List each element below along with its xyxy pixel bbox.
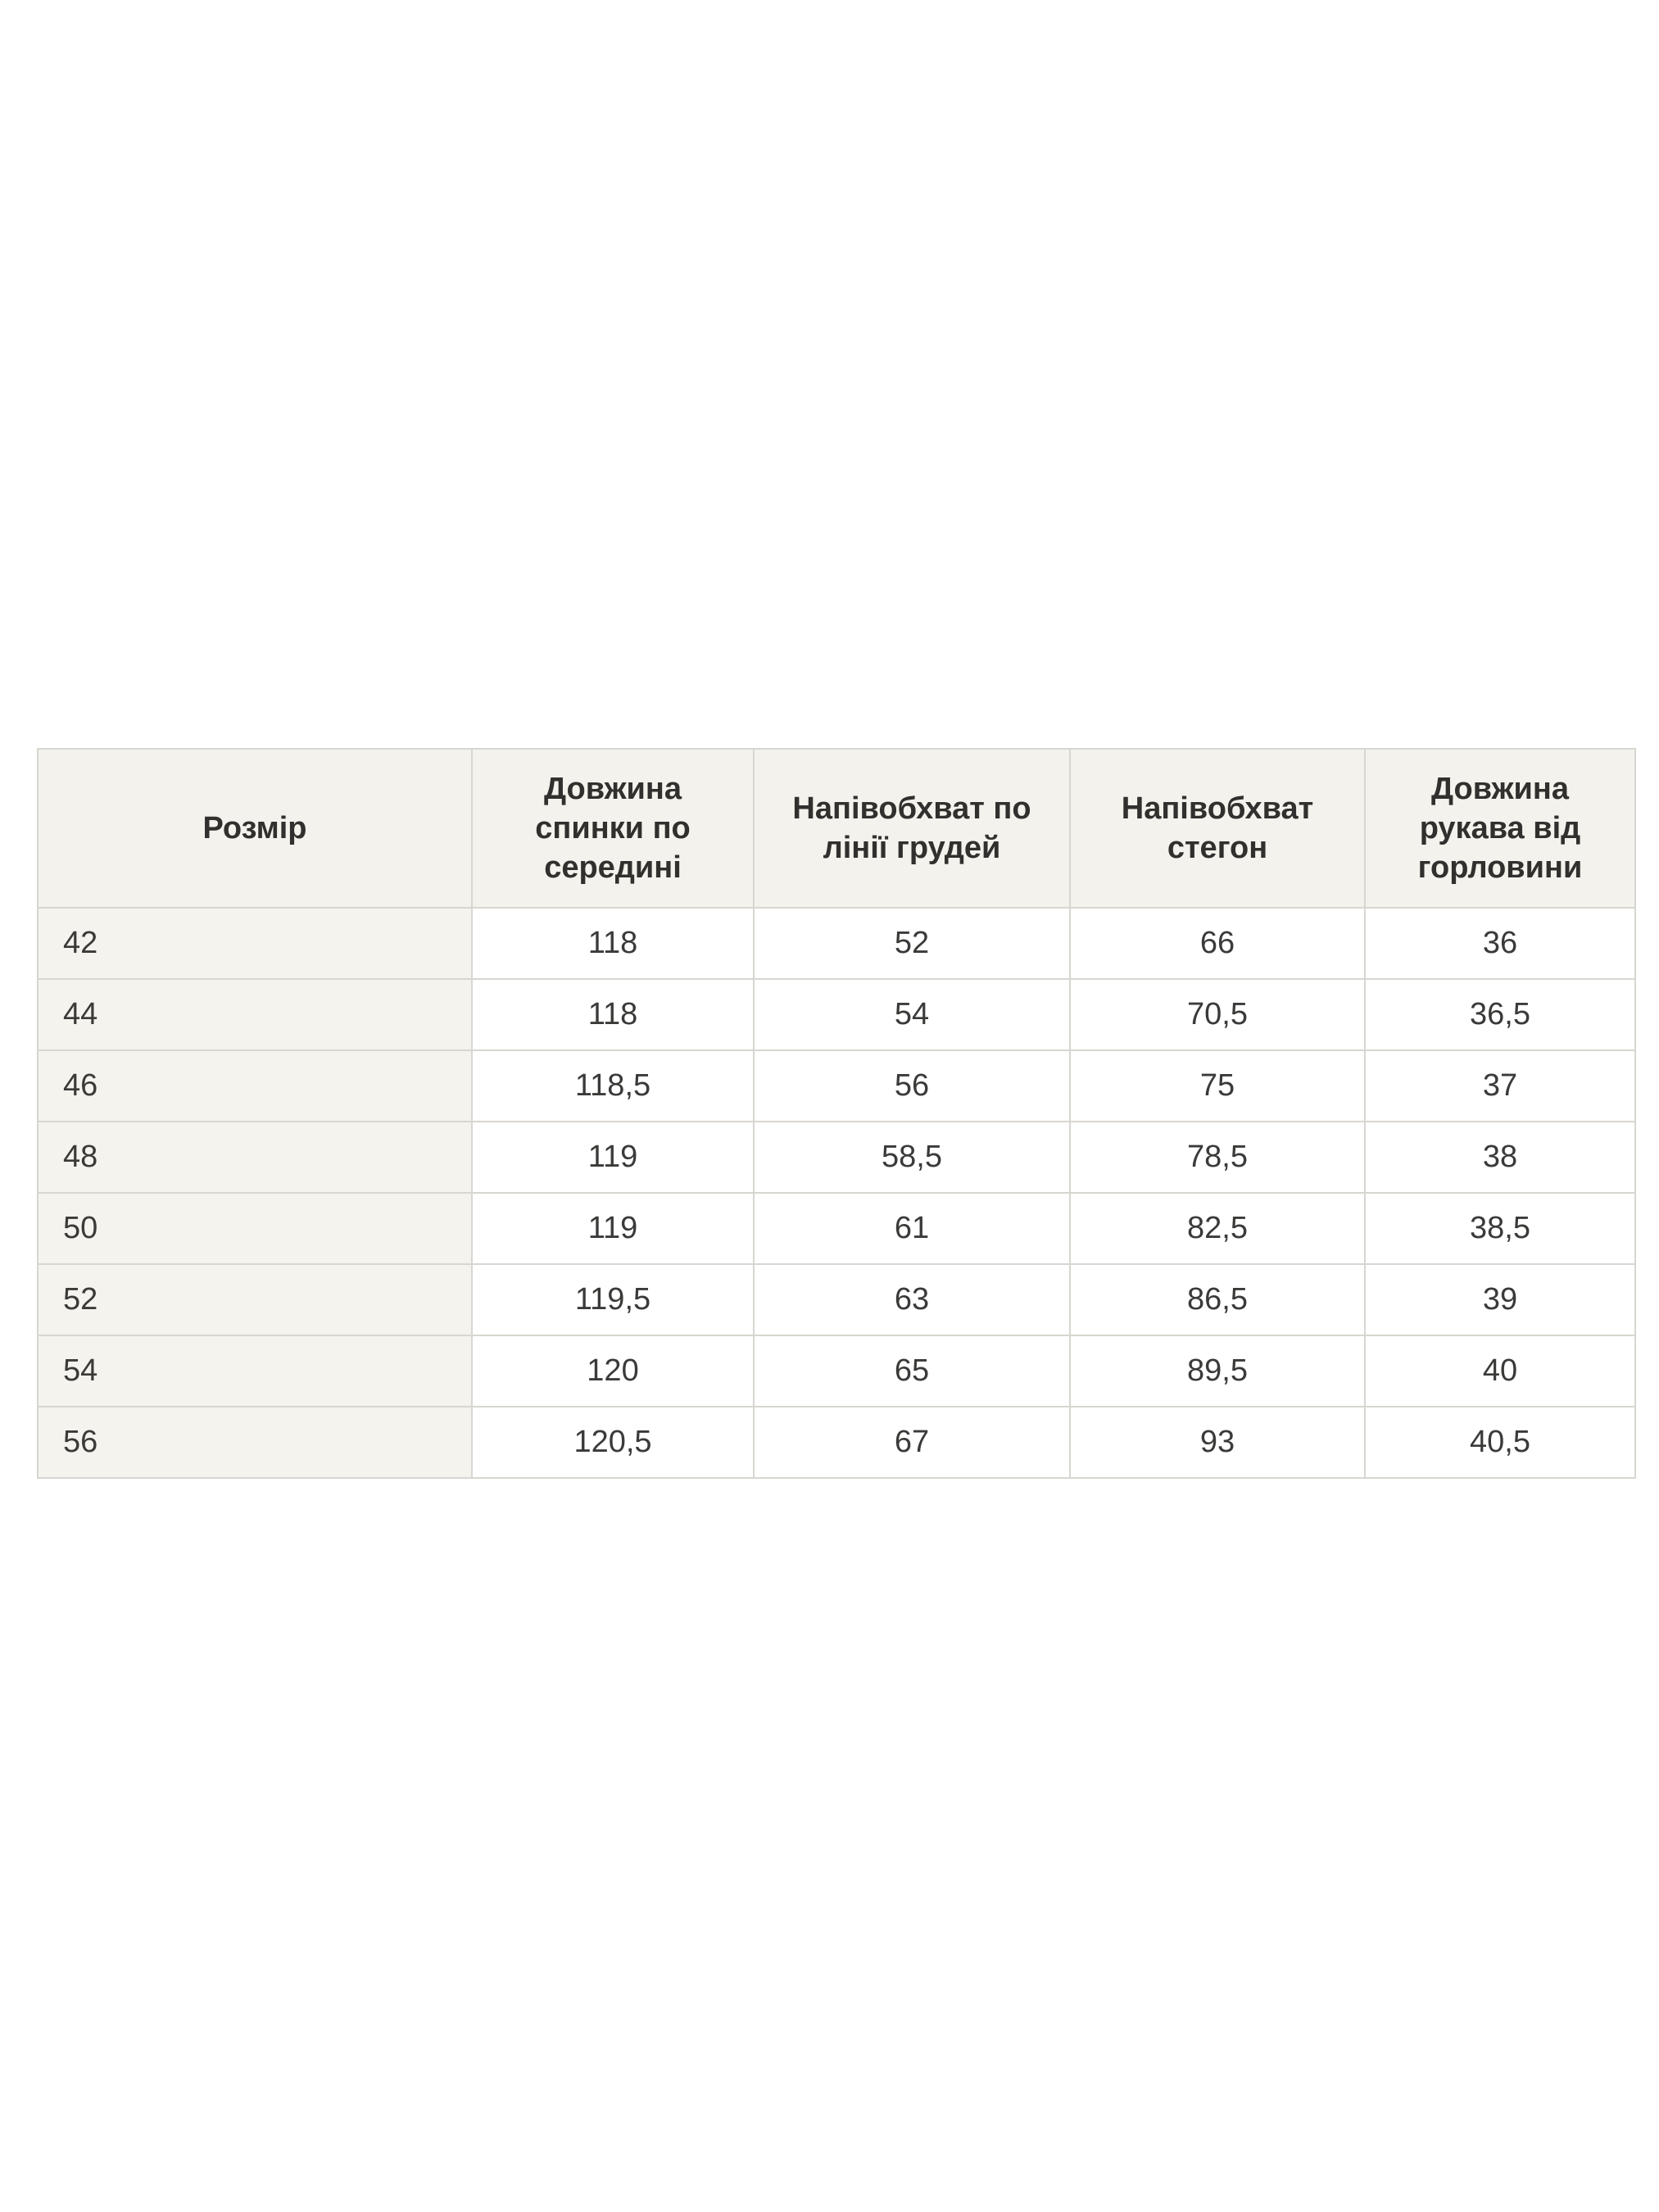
- size-chart-table: Розмір Довжина спинки по середині Напівобх…: [37, 748, 1636, 1479]
- size-cell: 50: [37, 1192, 473, 1265]
- column-header-2: Напівобхват по лінії грудей: [753, 748, 1071, 909]
- value-cell: 120: [471, 1335, 755, 1407]
- size-cell: 42: [37, 907, 473, 980]
- value-cell: 70,5: [1069, 978, 1366, 1051]
- header-row: Розмір Довжина спинки по середині Напівобх…: [37, 748, 1636, 909]
- value-cell: 86,5: [1069, 1263, 1366, 1336]
- column-header-0: Розмір: [37, 748, 473, 909]
- value-cell: 63: [753, 1263, 1071, 1336]
- table-body: 42 118 52 66 36 44 118 54 70,5 36,5 46 118,5 56 75 37 4…: [37, 907, 1636, 1479]
- value-cell: 39: [1364, 1263, 1636, 1336]
- value-cell: 40,5: [1364, 1406, 1636, 1479]
- value-cell: 36: [1364, 907, 1636, 980]
- size-cell: 56: [37, 1406, 473, 1479]
- value-cell: 61: [753, 1192, 1071, 1265]
- value-cell: 119,5: [471, 1263, 755, 1336]
- table-row: 52 119,5 63 86,5 39: [37, 1263, 1636, 1336]
- table-row: 56 120,5 67 93 40,5: [37, 1406, 1636, 1479]
- value-cell: 119: [471, 1192, 755, 1265]
- value-cell: 38: [1364, 1121, 1636, 1194]
- value-cell: 118,5: [471, 1049, 755, 1122]
- size-chart-container: Розмір Довжина спинки по середині Напівобх…: [37, 748, 1636, 1479]
- table-row: 48 119 58,5 78,5 38: [37, 1121, 1636, 1194]
- table-row: 42 118 52 66 36: [37, 907, 1636, 980]
- table-row: 50 119 61 82,5 38,5: [37, 1192, 1636, 1265]
- value-cell: 120,5: [471, 1406, 755, 1479]
- size-cell: 46: [37, 1049, 473, 1122]
- value-cell: 65: [753, 1335, 1071, 1407]
- table-row: 44 118 54 70,5 36,5: [37, 978, 1636, 1051]
- value-cell: 38,5: [1364, 1192, 1636, 1265]
- value-cell: 75: [1069, 1049, 1366, 1122]
- size-cell: 48: [37, 1121, 473, 1194]
- value-cell: 40: [1364, 1335, 1636, 1407]
- value-cell: 118: [471, 907, 755, 980]
- size-cell: 54: [37, 1335, 473, 1407]
- table-row: 46 118,5 56 75 37: [37, 1049, 1636, 1122]
- value-cell: 93: [1069, 1406, 1366, 1479]
- value-cell: 82,5: [1069, 1192, 1366, 1265]
- value-cell: 52: [753, 907, 1071, 980]
- table-row: 54 120 65 89,5 40: [37, 1335, 1636, 1407]
- value-cell: 66: [1069, 907, 1366, 980]
- size-cell: 44: [37, 978, 473, 1051]
- value-cell: 37: [1364, 1049, 1636, 1122]
- column-header-3: Напівобхват стегон: [1069, 748, 1366, 909]
- value-cell: 58,5: [753, 1121, 1071, 1194]
- value-cell: 78,5: [1069, 1121, 1366, 1194]
- value-cell: 89,5: [1069, 1335, 1366, 1407]
- value-cell: 119: [471, 1121, 755, 1194]
- size-cell: 52: [37, 1263, 473, 1336]
- value-cell: 118: [471, 978, 755, 1051]
- column-header-1: Довжина спинки по середині: [471, 748, 755, 909]
- column-header-4: Довжина рукава від горловини: [1364, 748, 1636, 909]
- value-cell: 54: [753, 978, 1071, 1051]
- value-cell: 36,5: [1364, 978, 1636, 1051]
- value-cell: 56: [753, 1049, 1071, 1122]
- value-cell: 67: [753, 1406, 1071, 1479]
